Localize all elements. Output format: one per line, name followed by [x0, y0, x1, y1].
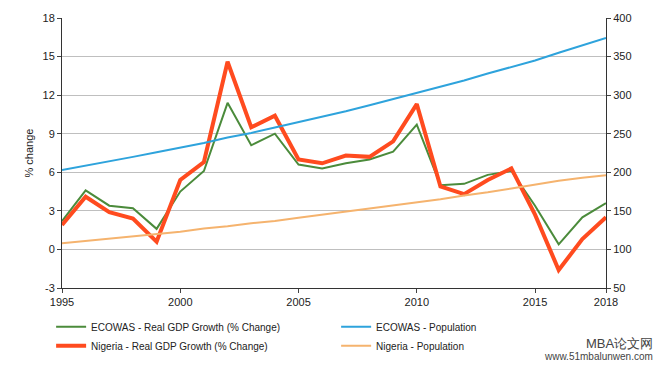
svg-text:0: 0 [49, 243, 55, 255]
svg-text:100: 100 [613, 243, 631, 255]
svg-text:2018: 2018 [594, 296, 618, 308]
svg-text:50: 50 [613, 282, 625, 294]
svg-text:400: 400 [613, 12, 631, 24]
svg-text:6: 6 [49, 166, 55, 178]
svg-text:350: 350 [613, 50, 631, 62]
svg-text:200: 200 [613, 166, 631, 178]
svg-text:www.51mbalunwen.com: www.51mbalunwen.com [544, 351, 653, 362]
svg-text:2000: 2000 [168, 296, 192, 308]
svg-text:2015: 2015 [523, 296, 547, 308]
svg-text:% change: % change [23, 129, 35, 178]
svg-text:250: 250 [613, 128, 631, 140]
svg-text:Nigeria - Population: Nigeria - Population [376, 341, 464, 352]
svg-text:300: 300 [613, 89, 631, 101]
svg-text:15: 15 [43, 50, 55, 62]
svg-text:2005: 2005 [286, 296, 310, 308]
svg-text:MBA论文网: MBA论文网 [586, 336, 653, 351]
svg-text:Nigeria - Real GDP Growth (% C: Nigeria - Real GDP Growth (% Change) [91, 341, 268, 352]
svg-text:18: 18 [43, 12, 55, 24]
svg-text:3: 3 [49, 205, 55, 217]
svg-text:-3: -3 [45, 282, 55, 294]
svg-text:ECOWAS - Population: ECOWAS - Population [376, 322, 476, 333]
svg-text:ECOWAS - Real GDP Growth (% Ch: ECOWAS - Real GDP Growth (% Change) [91, 322, 280, 333]
svg-text:1995: 1995 [50, 296, 74, 308]
svg-text:150: 150 [613, 205, 631, 217]
svg-text:9: 9 [49, 128, 55, 140]
svg-text:2010: 2010 [405, 296, 429, 308]
svg-text:12: 12 [43, 89, 55, 101]
